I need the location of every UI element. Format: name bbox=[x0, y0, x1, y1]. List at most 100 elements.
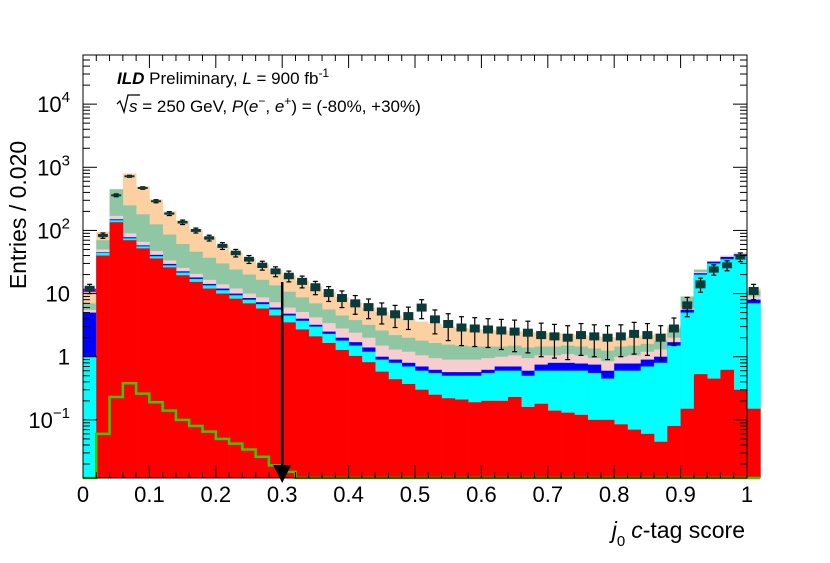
data-point bbox=[536, 331, 547, 340]
bin-bar-red bbox=[494, 400, 509, 478]
data-point bbox=[403, 312, 414, 321]
data-point bbox=[310, 283, 321, 292]
data-point bbox=[549, 332, 560, 341]
bin-bar-red bbox=[415, 389, 429, 478]
sqrt-symbol bbox=[116, 94, 140, 115]
x-tick-label: 0.9 bbox=[665, 482, 696, 507]
bin-bar-red bbox=[521, 406, 535, 478]
y-tick-label: 10 bbox=[46, 282, 70, 307]
data-point bbox=[350, 299, 361, 308]
data-point bbox=[708, 266, 719, 273]
data-point bbox=[84, 285, 95, 292]
data-point bbox=[483, 325, 494, 334]
data-point bbox=[164, 212, 175, 215]
data-point bbox=[283, 272, 294, 280]
axes: 0 0.1 0.2 0.3 0.4 0.5 0.6 0.7 0.8 0.9 1 10−1 1 10 102 1… bbox=[28, 54, 753, 507]
bin-bar-red bbox=[282, 322, 296, 478]
data-point bbox=[244, 256, 254, 262]
data-point bbox=[496, 326, 507, 335]
bin-bar-red bbox=[229, 298, 243, 478]
bin-bar-red bbox=[468, 402, 482, 478]
data-point bbox=[602, 333, 613, 342]
bin-bar-red bbox=[587, 419, 602, 478]
data-point bbox=[257, 262, 268, 268]
bin-bar-red bbox=[441, 398, 456, 478]
bin-bar-red bbox=[401, 383, 416, 478]
bin-bar-red bbox=[667, 425, 681, 478]
x-tick-label: 0.6 bbox=[466, 482, 497, 507]
bin-bar-red bbox=[295, 329, 310, 478]
y-tick-label: 102 bbox=[37, 215, 70, 243]
data-points bbox=[84, 174, 759, 361]
bin-bar-red bbox=[335, 349, 349, 478]
y-axis-title: Entries / 0.020 bbox=[5, 141, 31, 289]
data-point bbox=[443, 319, 454, 328]
data-point bbox=[270, 268, 281, 275]
x-axis-title: j0 c-tag score bbox=[609, 517, 745, 550]
bin-bar-red bbox=[654, 441, 668, 478]
data-point bbox=[735, 254, 746, 260]
data-point bbox=[469, 324, 480, 333]
data-point bbox=[124, 175, 135, 178]
bin-bar-red bbox=[707, 378, 721, 478]
data-point bbox=[177, 220, 188, 224]
bin-bar-red bbox=[693, 374, 708, 478]
data-point bbox=[682, 301, 693, 310]
bin-bar-red bbox=[255, 308, 270, 478]
x-tick-label: 0.5 bbox=[400, 482, 431, 507]
bin-bar-red bbox=[375, 371, 389, 478]
data-point bbox=[151, 200, 162, 203]
data-point bbox=[376, 307, 387, 316]
bin-bar-red bbox=[215, 293, 230, 478]
bin-bar-red bbox=[561, 412, 575, 478]
x-tick-label: 0.1 bbox=[134, 482, 165, 507]
annotation-line-2: s = 250 GeV, P(e−, e+) = (-80%, +30%) bbox=[129, 94, 421, 116]
x-tick-label: 0.2 bbox=[201, 482, 232, 507]
y-tick-label: 1 bbox=[58, 345, 70, 370]
y-tick-label: 10−1 bbox=[28, 405, 70, 433]
data-point bbox=[297, 277, 308, 285]
bin-bar-red bbox=[136, 248, 150, 478]
bin-bar-red bbox=[202, 288, 217, 478]
bin-bar-red bbox=[175, 275, 190, 478]
bin-bar-red bbox=[640, 433, 655, 478]
data-point bbox=[323, 289, 334, 298]
data-point bbox=[655, 333, 666, 342]
bin-bar-red bbox=[428, 394, 442, 478]
bin-bar-red bbox=[162, 267, 177, 478]
bin-bar-red bbox=[149, 258, 163, 478]
data-point bbox=[589, 332, 600, 341]
bin-bar-red bbox=[600, 419, 615, 478]
bin-bar-red bbox=[242, 303, 256, 478]
data-point bbox=[722, 262, 733, 269]
data-point bbox=[190, 228, 201, 232]
bin-bar-red bbox=[574, 414, 588, 478]
bin-bar-red bbox=[109, 222, 124, 478]
x-tick-label: 0.8 bbox=[599, 482, 630, 507]
x-tick-label: 0.3 bbox=[267, 482, 298, 507]
bin-bar-red bbox=[268, 315, 283, 478]
data-point bbox=[642, 331, 653, 340]
x-tick-label: 1 bbox=[741, 482, 753, 507]
data-point bbox=[522, 328, 533, 337]
bin-bar-red bbox=[96, 255, 110, 478]
bin-bar-cyan bbox=[83, 356, 97, 478]
y-tick-label: 104 bbox=[37, 89, 70, 117]
bin-bar-red bbox=[747, 408, 761, 478]
data-point bbox=[456, 323, 467, 332]
data-point bbox=[230, 250, 241, 256]
bin-bar-red bbox=[547, 410, 562, 478]
x-tick-label: 0 bbox=[77, 482, 89, 507]
bin-bar-red bbox=[627, 429, 642, 478]
x-tick-label: 0.7 bbox=[533, 482, 564, 507]
plot-area bbox=[83, 173, 761, 483]
bin-bar-red bbox=[507, 397, 522, 478]
bin-bar-red bbox=[614, 424, 628, 478]
data-point bbox=[363, 303, 374, 312]
bin-bar-red bbox=[481, 400, 495, 478]
bin-bar-red bbox=[388, 379, 403, 478]
y-tick-label: 103 bbox=[37, 152, 70, 180]
data-point bbox=[576, 331, 586, 340]
bin-bar-red bbox=[189, 281, 203, 478]
